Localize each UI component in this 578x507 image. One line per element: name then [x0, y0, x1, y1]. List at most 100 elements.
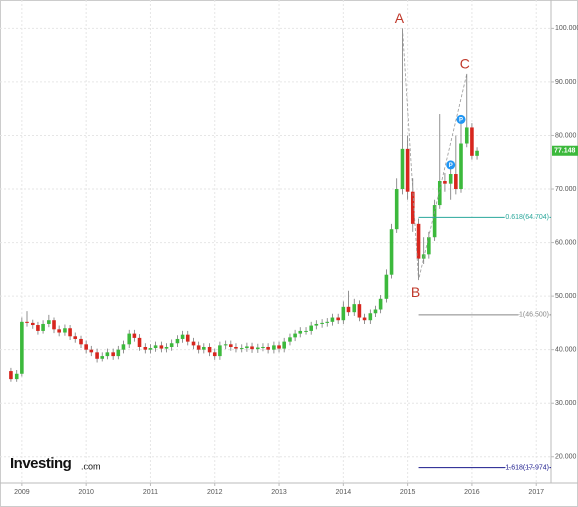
candle-body: [427, 237, 431, 255]
candle-body: [89, 349, 94, 353]
candle-body: [212, 352, 217, 357]
wave-label: B: [411, 284, 420, 300]
candle-body: [394, 189, 399, 230]
candle-body: [57, 329, 61, 333]
candle-body: [196, 345, 201, 350]
candle-body: [111, 352, 115, 357]
candle-body: [266, 346, 270, 350]
x-tick-label: 2014: [336, 489, 352, 496]
candle-body: [400, 148, 405, 190]
candle-body: [185, 334, 190, 342]
candle-body: [384, 274, 389, 299]
x-tick-label: 2015: [400, 489, 416, 496]
candle-body: [373, 309, 378, 314]
candle-body: [464, 127, 469, 144]
candle-body: [298, 330, 303, 334]
event-icon-label: P: [459, 117, 463, 123]
candle-body: [105, 352, 110, 357]
candle-body: [191, 341, 196, 346]
candle-body: [47, 320, 51, 324]
candle-body: [325, 321, 330, 323]
candle-body: [14, 373, 19, 380]
candle-body: [282, 341, 286, 349]
candle-body: [84, 344, 88, 350]
candle-body: [362, 317, 367, 321]
last-price-box: [552, 145, 578, 156]
x-tick-label: 2010: [78, 489, 94, 496]
candle-body: [389, 229, 394, 275]
candle-body: [234, 346, 238, 349]
candle-body: [378, 298, 383, 310]
fib-label: 0.618(64.704): [505, 214, 549, 221]
candle-body: [52, 320, 56, 330]
event-icon: [456, 114, 466, 124]
candle-body: [153, 345, 158, 349]
candle-body: [68, 328, 72, 337]
candle-body: [180, 334, 185, 339]
candle-body: [63, 328, 67, 333]
candle-body: [116, 349, 121, 357]
candle-body: [207, 346, 212, 353]
candle-body: [159, 345, 164, 349]
y-tick-label: 80.000: [555, 132, 577, 139]
candle-body: [73, 336, 78, 339]
candle-body: [132, 333, 137, 338]
candle-body: [352, 304, 357, 313]
candle-body: [143, 346, 148, 350]
candle-body: [95, 352, 99, 359]
x-tick-label: 2013: [271, 489, 287, 496]
candle-body: [202, 346, 206, 350]
y-tick-label: 20.000: [555, 454, 577, 461]
x-tick-label: 2011: [143, 489, 158, 496]
candle-body: [41, 323, 45, 331]
wave-label: A: [395, 10, 405, 26]
candle-body: [100, 356, 105, 359]
candle-body: [20, 321, 24, 374]
logo-name: Investing: [10, 455, 72, 472]
candle-body: [121, 344, 126, 350]
candle-body: [470, 127, 474, 156]
y-tick-label: 100.000: [555, 25, 578, 32]
x-tick-label: 2016: [464, 489, 480, 496]
candle-body: [36, 325, 40, 331]
event-icon-label: P: [449, 163, 453, 169]
y-tick-label: 60.000: [555, 239, 577, 246]
candle-body: [250, 346, 254, 350]
candle-body: [261, 346, 265, 348]
candle-body: [256, 347, 260, 350]
candle-body: [127, 333, 132, 345]
candle-body: [79, 338, 83, 345]
x-tick-label: 2009: [14, 489, 30, 496]
candle-body: [341, 306, 346, 321]
y-tick-label: 40.000: [555, 347, 577, 354]
candle-body: [475, 150, 479, 156]
candle-body: [30, 322, 35, 326]
candle-body: [25, 321, 29, 323]
y-tick-label: 90.000: [555, 79, 577, 86]
candle-body: [137, 337, 142, 347]
candle-body: [416, 223, 421, 259]
candle-body: [357, 304, 362, 318]
candle-body: [293, 333, 297, 338]
last-price-label: 77.148: [554, 148, 576, 155]
candle-body: [314, 323, 319, 326]
candle-body: [245, 346, 249, 349]
candle-body: [218, 345, 222, 357]
event-icon: [446, 160, 456, 170]
fib-label: 1(46.500): [519, 312, 549, 319]
wave-path: [402, 28, 468, 281]
candle-body: [229, 344, 233, 347]
candle-body: [288, 337, 292, 342]
candle-body: [346, 306, 351, 313]
x-tick-label: 2017: [528, 489, 544, 496]
candle-body: [272, 345, 276, 350]
fib-label: 1.618(17.974): [505, 464, 549, 471]
candle-body: [448, 174, 453, 184]
candle-body: [330, 317, 335, 322]
candle-body: [175, 338, 180, 344]
candle-body: [9, 371, 13, 380]
candle-body: [320, 322, 324, 324]
candle-body: [223, 344, 228, 346]
